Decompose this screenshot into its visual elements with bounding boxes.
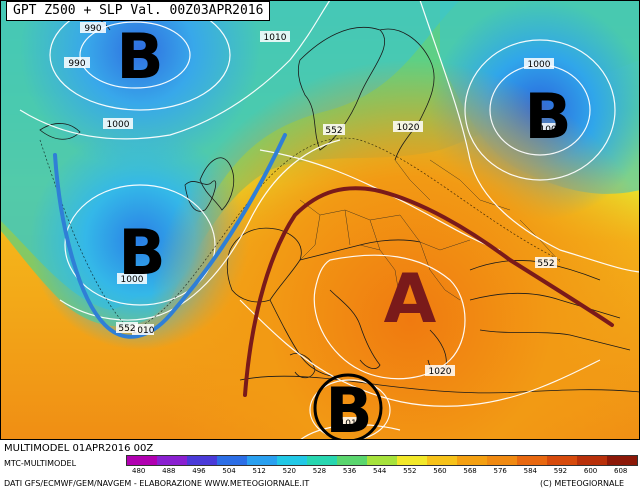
isobar-label: 1000 — [103, 118, 133, 130]
isobars — [19, 0, 640, 440]
scale-tick: 504 — [222, 467, 236, 475]
svg-text:1020: 1020 — [429, 367, 452, 377]
svg-text:990: 990 — [68, 59, 85, 69]
color-swatch — [247, 456, 277, 465]
color-swatch — [457, 456, 487, 465]
low-pressure-symbol: B — [524, 80, 571, 153]
isobar-label: 1010 — [340, 417, 363, 429]
isobar-label: 1020 — [393, 121, 423, 133]
isobar-label: 1010 — [132, 324, 155, 336]
svg-text:1010: 1010 — [132, 326, 155, 336]
isobar-label: 1020 — [425, 365, 455, 377]
color-swatch — [397, 456, 427, 465]
brand-label: MTC-MULTIMODEL — [4, 459, 77, 468]
svg-text:1000: 1000 — [540, 125, 563, 135]
color-swatch — [487, 456, 517, 465]
isohypse-label: 552 — [116, 322, 138, 334]
color-swatch — [187, 456, 217, 465]
data-credits: DATI GFS/ECMWF/GEM/NAVGEM - ELABORAZIONE… — [4, 479, 310, 488]
isobar-label: 1010 — [260, 31, 290, 43]
isohypse-label: 552 — [535, 257, 557, 269]
scale-tick: 496 — [192, 467, 206, 475]
color-swatch — [157, 456, 187, 465]
color-swatch — [367, 456, 397, 465]
isohypse-label: 552 — [323, 124, 345, 136]
svg-text:1000: 1000 — [107, 120, 130, 130]
svg-text:1000: 1000 — [528, 60, 551, 70]
high-pressure-symbol: A — [384, 260, 437, 339]
scale-tick: 544 — [373, 467, 387, 475]
scale-tick: 600 — [583, 467, 598, 475]
scale-tick: 576 — [493, 467, 507, 475]
scale-tick: 568 — [463, 467, 477, 475]
color-swatch — [127, 456, 157, 465]
color-swatch — [517, 456, 547, 465]
borders — [299, 159, 561, 301]
color-scale-ticks: 480 488 496 504 512 520 528 536 544 552 … — [126, 467, 638, 475]
map-title: GPT Z500 + SLP Val. 00Z03APR2016 — [6, 1, 271, 21]
color-swatch — [217, 456, 247, 465]
map-canvas: 990 990 1010 1000 1000 1000 1020 1020 10… — [0, 0, 640, 440]
ridge-axis-line — [243, 186, 614, 397]
isobar-label: 990 — [80, 22, 106, 34]
color-swatch — [337, 456, 367, 465]
scale-tick: 552 — [403, 467, 417, 475]
svg-text:1000: 1000 — [121, 275, 144, 285]
color-swatch — [427, 456, 457, 465]
field-high-center — [0, 0, 640, 440]
color-swatch — [607, 456, 637, 465]
isobar-label: 990 — [64, 57, 90, 69]
isobar-label: 1000 — [117, 273, 147, 285]
svg-text:1010: 1010 — [340, 419, 363, 429]
run-label: MULTIMODEL 01APR2016 00Z — [4, 443, 154, 454]
low-pressure-circle — [313, 373, 383, 440]
svg-text:552: 552 — [537, 259, 554, 269]
scale-tick: 608 — [614, 467, 628, 475]
scale-tick: 560 — [433, 467, 447, 475]
svg-text:552: 552 — [118, 324, 135, 334]
svg-text:990: 990 — [84, 24, 101, 34]
color-scale-swatches — [126, 455, 638, 466]
scale-tick: 528 — [312, 467, 327, 475]
svg-text:552: 552 — [325, 126, 342, 136]
scale-tick: 536 — [342, 467, 357, 475]
low-pressure-symbol: B — [118, 216, 165, 289]
color-swatch — [577, 456, 607, 465]
scale-tick: 592 — [553, 467, 568, 475]
trough-axis-line — [53, 133, 287, 339]
color-swatch — [277, 456, 307, 465]
isobar-label: 1000 — [540, 123, 563, 135]
svg-text:1010: 1010 — [264, 33, 287, 43]
low-pressure-symbol: B — [116, 20, 163, 93]
scale-tick: 512 — [252, 467, 266, 475]
copyright-label: (C) METEOGIORNALE — [540, 479, 624, 488]
color-scale: 480 488 496 504 512 520 528 536 544 552 … — [126, 455, 638, 475]
color-swatch — [547, 456, 577, 465]
scale-tick: 480 — [132, 467, 146, 475]
isobar-label: 1000 — [524, 58, 554, 70]
low-pressure-symbol: B — [325, 374, 372, 440]
scale-tick: 488 — [162, 467, 176, 475]
scale-tick: 520 — [282, 467, 296, 475]
color-swatch — [307, 456, 337, 465]
svg-text:1020: 1020 — [397, 123, 420, 133]
scale-tick: 584 — [523, 467, 537, 475]
